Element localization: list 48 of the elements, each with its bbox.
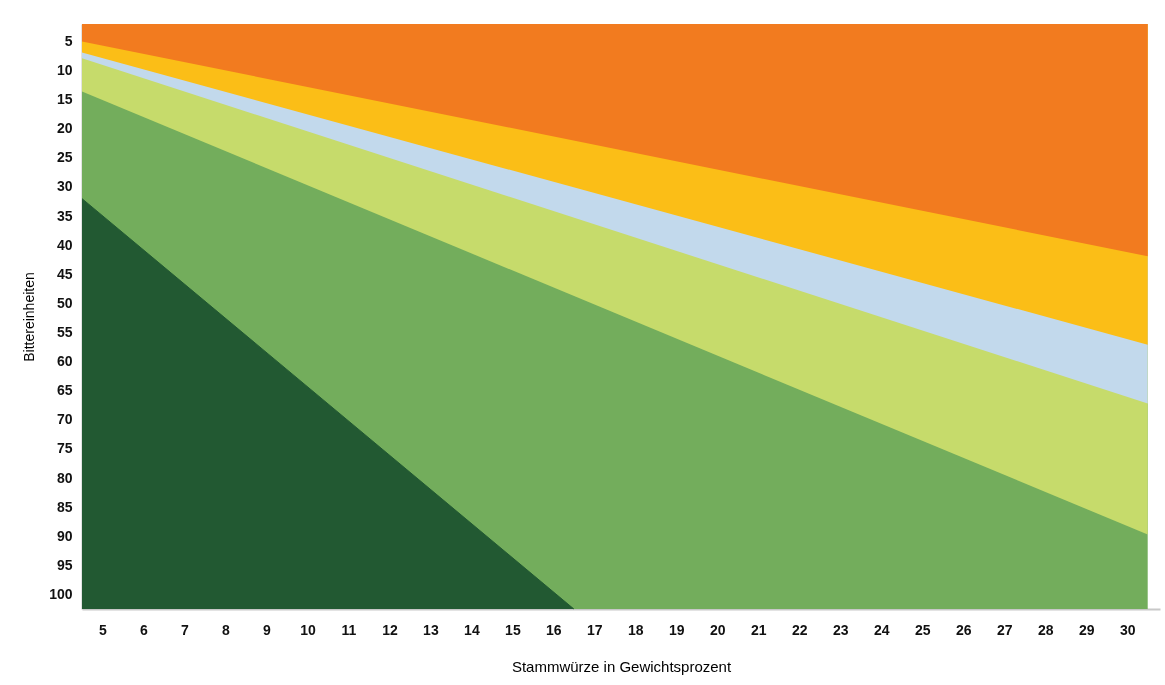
y-tick-label: 75	[56, 440, 73, 457]
y-tick-label: 50	[56, 294, 73, 311]
x-tick-label: 29	[1078, 621, 1095, 638]
y-tick-label: 85	[56, 498, 73, 515]
y-tick-label: 25	[56, 149, 73, 166]
x-tick-label: 12	[382, 621, 398, 638]
y-tick-label: 95	[56, 556, 73, 573]
x-tick-label: 16	[546, 621, 562, 638]
x-tick-label: 26	[955, 621, 972, 638]
y-tick-label: 10	[56, 62, 73, 79]
x-tick-label: 27	[996, 621, 1013, 638]
y-tick-label: 70	[56, 411, 73, 428]
y-tick-label: 5	[64, 32, 73, 49]
y-tick-label: 55	[56, 324, 73, 341]
x-tick-label: 6	[140, 621, 149, 638]
x-tick-label: 24	[873, 621, 890, 638]
x-tick-label: 20	[710, 621, 726, 638]
x-tick-label: 8	[222, 621, 231, 638]
y-tick-label: 40	[56, 236, 73, 253]
x-tick-label: 23	[833, 621, 849, 638]
x-axis-title: Stammwürze in Gewichtsprozent	[511, 657, 732, 675]
y-tick-label: 100	[49, 585, 73, 602]
x-tick-label: 9	[263, 621, 272, 638]
y-tick-label: 80	[56, 469, 73, 486]
y-tick-label: 30	[56, 178, 73, 195]
y-tick-label: 15	[56, 91, 73, 108]
x-tick-label: 30	[1119, 621, 1136, 638]
x-tick-label: 18	[628, 621, 644, 638]
x-tick-label: 13	[423, 621, 439, 638]
x-tick-label: 25	[914, 621, 931, 638]
x-tick-label: 7	[181, 621, 190, 638]
y-tick-label: 65	[56, 382, 73, 399]
y-tick-label: 20	[56, 120, 73, 137]
y-tick-label: 35	[56, 207, 73, 224]
x-tick-label: 17	[587, 621, 603, 638]
x-tick-label: 19	[669, 621, 685, 638]
x-tick-label: 5	[99, 621, 108, 638]
x-tick-label: 14	[464, 621, 480, 638]
y-tick-label: 45	[56, 265, 73, 282]
x-tick-label: 10	[300, 621, 316, 638]
x-tick-label: 28	[1037, 621, 1054, 638]
y-axis-title: Bittereinheiten	[21, 272, 38, 362]
x-tick-label: 15	[505, 621, 521, 638]
x-tick-label: 11	[341, 621, 357, 638]
y-tick-label: 60	[56, 353, 73, 370]
x-tick-label: 22	[792, 621, 808, 638]
x-tick-label: 21	[751, 621, 767, 638]
y-tick-label: 90	[56, 527, 73, 544]
